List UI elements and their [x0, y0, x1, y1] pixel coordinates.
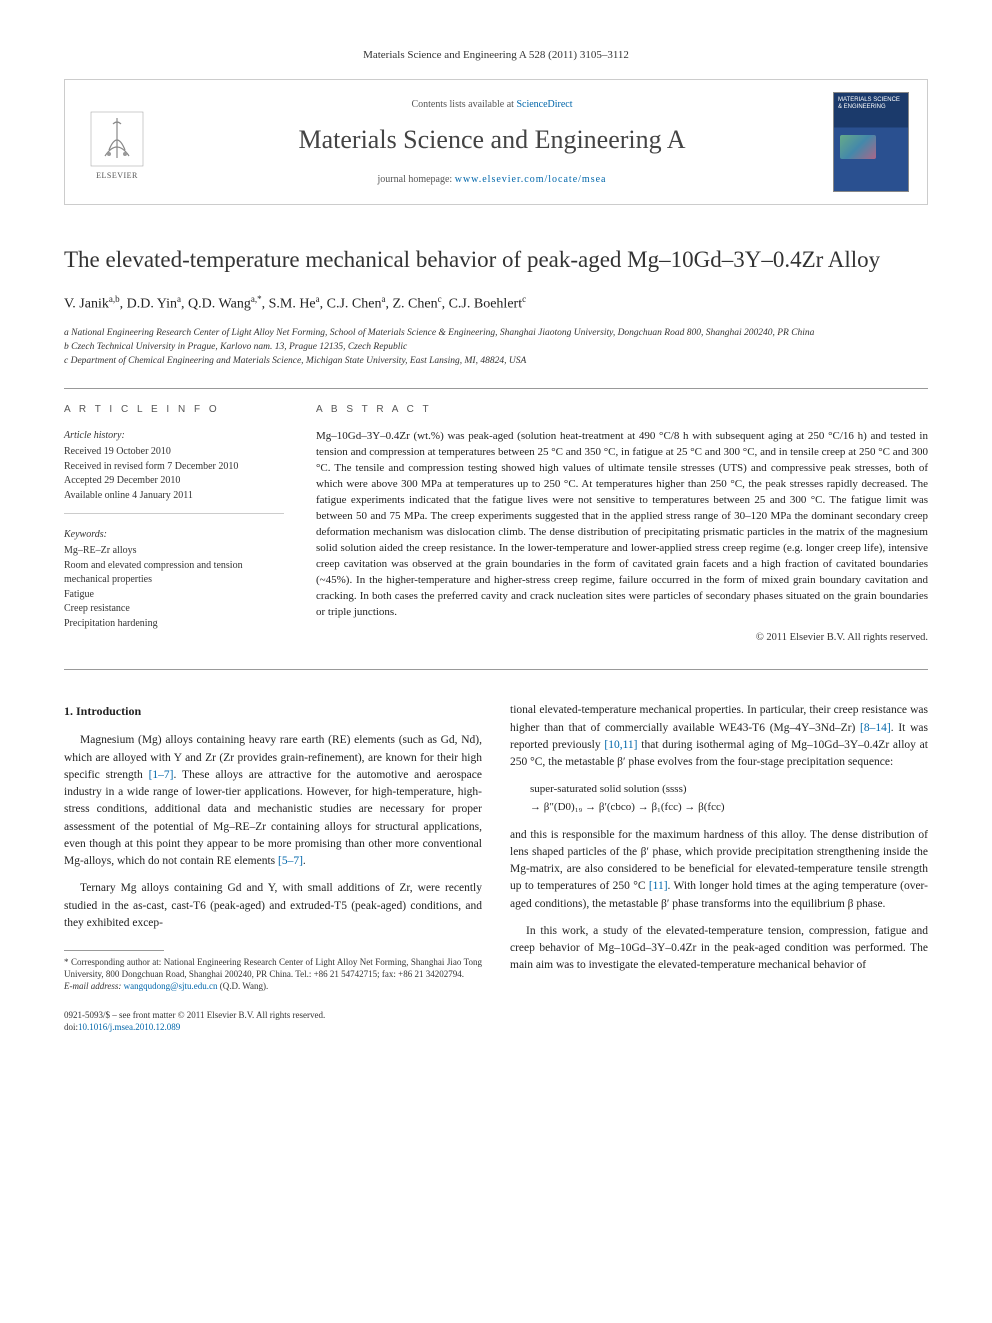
ref-link[interactable]: [10,11] [604, 739, 637, 751]
front-matter-line: 0921-5093/$ – see front matter © 2011 El… [64, 1010, 482, 1033]
divider [64, 388, 928, 389]
keyword-4: Creep resistance [64, 602, 284, 617]
intro-paragraph-2: Ternary Mg alloys containing Gd and Y, w… [64, 880, 482, 932]
doi-link[interactable]: 10.1016/j.msea.2010.12.089 [78, 1022, 180, 1032]
homepage-prefix: journal homepage: [378, 174, 455, 185]
ref-link[interactable]: [11] [649, 880, 668, 892]
article-info-head: A R T I C L E I N F O [64, 403, 284, 417]
email-link[interactable]: wangqudong@sjtu.edu.cn [124, 981, 218, 991]
intro-paragraph-1: Magnesium (Mg) alloys containing heavy r… [64, 732, 482, 870]
email-suffix: (Q.D. Wang). [217, 981, 268, 991]
contents-prefix: Contents lists available at [411, 99, 516, 110]
copyright-line: © 2011 Elsevier B.V. All rights reserved… [316, 631, 928, 646]
keywords-head: Keywords: [64, 528, 284, 542]
cover-title: MATERIALS SCIENCE & ENGINEERING [838, 97, 904, 110]
publisher-name: ELSEVIER [96, 170, 138, 181]
doi-label: doi: [64, 1022, 78, 1032]
authors-list: V. Janika,b, D.D. Yina, Q.D. Wanga,*, S.… [64, 293, 928, 314]
keyword-3: Fatigue [64, 588, 284, 603]
keyword-5: Precipitation hardening [64, 617, 284, 632]
body-two-column: 1. Introduction Magnesium (Mg) alloys co… [64, 702, 928, 1033]
ref-link[interactable]: [1–7] [149, 769, 174, 781]
affiliation-b: b Czech Technical University in Prague, … [64, 341, 928, 354]
ref-link[interactable]: [8–14] [860, 722, 891, 734]
abstract-text: Mg–10Gd–3Y–0.4Zr (wt.%) was peak-aged (s… [316, 429, 928, 620]
affiliation-c: c Department of Chemical Engineering and… [64, 355, 928, 368]
email-label: E-mail address: [64, 981, 124, 991]
cover-image-icon [840, 135, 876, 159]
email-footnote: E-mail address: wangqudong@sjtu.edu.cn (… [64, 981, 482, 993]
footnote-separator [64, 950, 164, 951]
left-column: 1. Introduction Magnesium (Mg) alloys co… [64, 702, 482, 1033]
right-paragraph-2: and this is responsible for the maximum … [510, 827, 928, 913]
homepage-line: journal homepage: www.elsevier.com/locat… [163, 173, 821, 187]
history-revised: Received in revised form 7 December 2010 [64, 460, 284, 475]
journal-title: Materials Science and Engineering A [163, 122, 821, 158]
journal-homepage-link[interactable]: www.elsevier.com/locate/msea [455, 174, 607, 185]
affiliation-a: a National Engineering Research Center o… [64, 327, 928, 340]
journal-cover-thumbnail: MATERIALS SCIENCE & ENGINEERING [833, 92, 909, 192]
right-paragraph-3: In this work, a study of the elevated-te… [510, 923, 928, 975]
abstract-column: A B S T R A C T Mg–10Gd–3Y–0.4Zr (wt.%) … [316, 403, 928, 655]
keyword-1: Mg–RE–Zr alloys [64, 544, 284, 559]
journal-header: ELSEVIER Contents lists available at Sci… [64, 79, 928, 205]
keyword-2: Room and elevated compression and tensio… [64, 559, 284, 588]
sciencedirect-link[interactable]: ScienceDirect [516, 99, 572, 110]
history-online: Available online 4 January 2011 [64, 489, 284, 504]
section-1-head: 1. Introduction [64, 702, 482, 720]
ref-link[interactable]: [5–7] [278, 855, 303, 867]
contents-line: Contents lists available at ScienceDirec… [163, 98, 821, 112]
divider [64, 669, 928, 670]
corresponding-author-footnote: * Corresponding author at: National Engi… [64, 957, 482, 980]
right-paragraph-1: tional elevated-temperature mechanical p… [510, 702, 928, 771]
affiliations: a National Engineering Research Center o… [64, 327, 928, 369]
article-title: The elevated-temperature mechanical beha… [64, 245, 928, 275]
precipitation-sequence: super-saturated solid solution (ssss) → … [530, 781, 928, 816]
right-column: tional elevated-temperature mechanical p… [510, 702, 928, 1033]
eq-line-1: super-saturated solid solution (ssss) [530, 781, 928, 799]
history-head: Article history: [64, 429, 284, 443]
history-accepted: Accepted 29 December 2010 [64, 474, 284, 489]
running-header: Materials Science and Engineering A 528 … [64, 48, 928, 63]
history-received: Received 19 October 2010 [64, 445, 284, 460]
article-info-column: A R T I C L E I N F O Article history: R… [64, 403, 284, 655]
abstract-head: A B S T R A C T [316, 403, 928, 417]
issn-copyright: 0921-5093/$ – see front matter © 2011 El… [64, 1010, 482, 1022]
elsevier-logo: ELSEVIER [83, 103, 151, 181]
eq-line-2: → β″(D0)₁₉ → β′(cbco) → β₁(fcc) → β(fcc) [530, 799, 928, 817]
